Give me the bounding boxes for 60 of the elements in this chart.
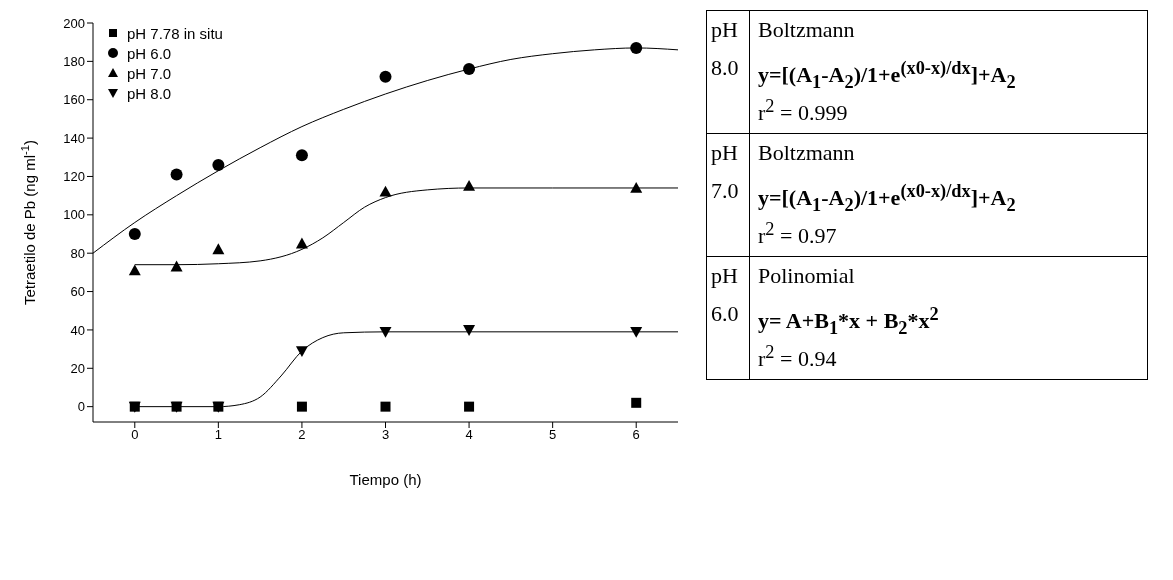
point: [464, 401, 475, 412]
y-tick-label: 120: [63, 169, 85, 185]
point: [170, 168, 183, 181]
text: 6.0: [711, 300, 740, 328]
y-tick-label: 100: [63, 207, 85, 223]
text: Boltzmann: [758, 139, 856, 167]
point: [463, 325, 476, 336]
text: pH: [711, 16, 739, 44]
point: [630, 41, 643, 54]
x-axis-title: Tiempo (h): [349, 470, 422, 488]
x-tick-label: 2: [298, 427, 306, 443]
y-tick-label: 60: [70, 284, 85, 300]
text: r$^{2}$ = 0.999: [758, 96, 848, 126]
y-tick-label: 40: [70, 322, 85, 338]
text: pH: [711, 262, 739, 290]
point: [212, 158, 225, 171]
y-tick-label: 160: [63, 92, 85, 108]
point: [296, 401, 307, 412]
point: [212, 243, 225, 255]
x-tick-label: 5: [549, 427, 557, 443]
text: y=[(A$_{1}$-A$_{2}$)/1+e$^{(x0-x)/dx}$]+A$_{2}$: [758, 57, 1016, 92]
text: Polinomial: [758, 262, 856, 290]
point: [379, 327, 392, 338]
point: [170, 260, 183, 272]
y-tick-label: 0: [77, 399, 85, 415]
point: [631, 397, 642, 408]
text: pH: [711, 139, 739, 167]
y-tick-label: 180: [63, 53, 85, 69]
x-tick-label: 1: [214, 427, 222, 443]
y-tick-label: 80: [70, 245, 85, 261]
x-tick-label: 0: [131, 427, 139, 443]
text: y=[(A$_{1}$-A$_{2}$)/1+e$^{(x0-x)/dx}$]+A$_{2}$: [758, 180, 1016, 215]
x-tick-label: 3: [381, 427, 390, 443]
text: y= A+B$_{1}$*x + B$_{2}$*x$^{2}$: [758, 303, 939, 338]
point: [295, 149, 308, 162]
point: [379, 185, 392, 197]
point: [380, 401, 391, 412]
text: 8.0: [711, 54, 740, 82]
point: [630, 181, 643, 193]
legend-label: pH 8.0: [127, 84, 172, 102]
text: Boltzmann: [758, 16, 856, 44]
legend-label: pH 6.0: [127, 44, 172, 62]
text: 7.0: [711, 177, 740, 205]
point: [128, 228, 141, 241]
point: [379, 70, 392, 83]
legend-label: pH 7.0: [127, 64, 172, 82]
y-tick-label: 140: [63, 130, 85, 146]
x-tick-label: 6: [632, 427, 640, 443]
point: [128, 264, 141, 276]
x-tick-label: 4: [465, 427, 473, 443]
text: r$^{2}$ = 0.94: [758, 342, 837, 372]
text: r$^{2}$ = 0.97: [758, 219, 837, 249]
point: [463, 63, 476, 76]
point: [630, 327, 643, 338]
legend-label: pH 7.78 in situ: [127, 24, 223, 42]
point: [295, 237, 308, 249]
y-tick-label: 20: [70, 360, 85, 376]
point: [463, 180, 476, 191]
y-tick-label: 200: [63, 15, 85, 31]
point: [295, 346, 308, 358]
